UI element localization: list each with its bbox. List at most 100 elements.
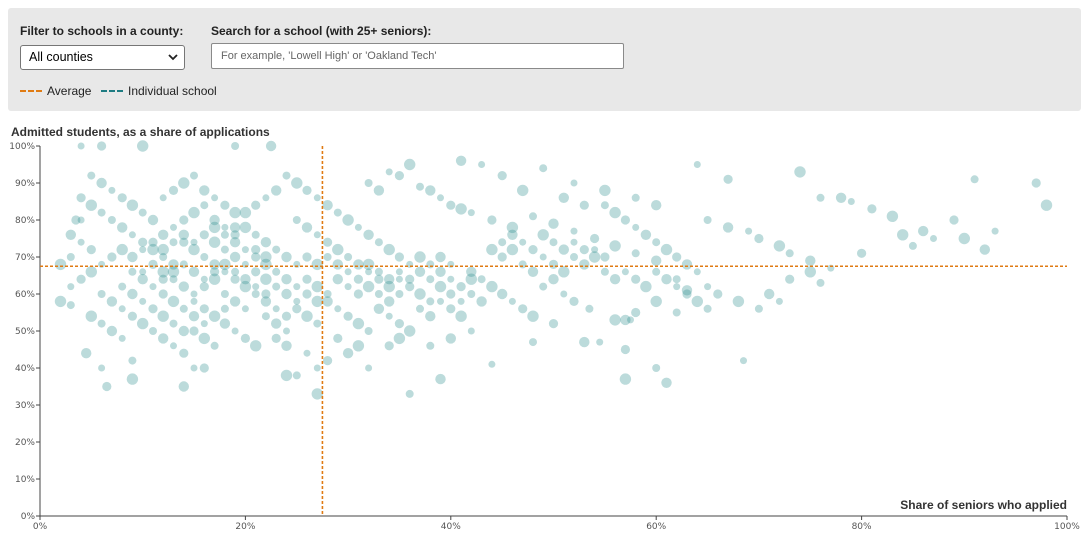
school-dot[interactable] [394,171,404,181]
school-dot[interactable] [292,304,302,314]
school-dot[interactable] [426,297,435,306]
school-dot[interactable] [600,267,609,276]
school-dot[interactable] [344,253,353,261]
school-dot[interactable] [558,266,570,278]
school-dot[interactable] [1040,199,1053,211]
school-dot[interactable] [230,230,240,240]
school-dot[interactable] [434,280,447,293]
school-dot[interactable] [148,304,158,314]
school-dot[interactable] [652,267,661,276]
school-dot[interactable] [323,253,332,261]
school-dot[interactable] [239,221,252,234]
school-dot[interactable] [137,317,149,330]
school-dot[interactable] [631,307,641,318]
school-dot[interactable] [139,246,147,254]
school-dot[interactable] [302,252,312,262]
school-dot[interactable] [693,268,701,276]
school-dot[interactable] [365,268,373,276]
school-dot[interactable] [169,275,178,284]
school-dot[interactable] [478,161,486,168]
school-dot[interactable] [313,231,321,239]
school-dot[interactable] [627,316,634,324]
school-dot[interactable] [251,200,261,210]
school-dot[interactable] [148,259,158,269]
school-dot[interactable] [816,278,825,287]
school-dot[interactable] [991,227,999,235]
school-dot[interactable] [805,255,816,266]
school-dot[interactable] [548,319,559,329]
school-dot[interactable] [302,289,312,299]
school-dot[interactable] [301,222,313,233]
school-dot[interactable] [199,185,210,196]
school-dot[interactable] [794,166,806,178]
school-dot[interactable] [979,244,990,255]
school-dot[interactable] [106,325,118,337]
school-dot[interactable] [539,164,548,173]
school-dot[interactable] [211,194,219,202]
school-dot[interactable] [383,280,395,293]
school-dot[interactable] [221,223,229,231]
school-dot[interactable] [785,249,794,258]
school-dot[interactable] [220,200,230,210]
school-dot[interactable] [446,289,456,299]
school-dot[interactable] [117,222,128,233]
school-dot[interactable] [168,185,179,195]
school-dot[interactable] [682,289,692,299]
school-dot[interactable] [332,243,344,256]
school-dot[interactable] [631,274,641,284]
school-dot[interactable] [251,290,260,298]
school-dot[interactable] [66,301,75,310]
school-dot[interactable] [476,296,487,307]
school-dot[interactable] [362,258,375,271]
school-dot[interactable] [311,258,323,271]
school-dot[interactable] [681,259,693,270]
school-dot[interactable] [210,267,220,277]
school-dot[interactable] [229,296,241,307]
school-dot[interactable] [384,274,395,285]
school-dot[interactable] [118,305,126,313]
school-dot[interactable] [650,295,662,308]
school-dot[interactable] [425,185,436,196]
school-dot[interactable] [539,253,547,261]
school-dot[interactable] [81,348,92,359]
school-dot[interactable] [395,275,403,283]
school-dot[interactable] [395,290,404,298]
school-dot[interactable] [405,389,414,398]
school-dot[interactable] [208,310,221,322]
school-dot[interactable] [591,246,599,254]
school-dot[interactable] [660,243,673,256]
school-dot[interactable] [189,326,199,336]
school-dot[interactable] [137,274,148,285]
school-dot[interactable] [260,237,272,248]
school-dot[interactable] [149,283,157,291]
school-dot[interactable] [467,209,475,217]
school-dot[interactable] [190,238,198,246]
school-dot[interactable] [414,266,426,277]
school-dot[interactable] [631,193,640,202]
school-dot[interactable] [251,230,260,239]
school-dot[interactable] [149,327,157,335]
school-dot[interactable] [332,259,343,270]
school-dot[interactable] [867,204,877,214]
school-dot[interactable] [97,141,107,151]
school-dot[interactable] [323,237,333,247]
school-dot[interactable] [200,201,209,210]
school-dot[interactable] [137,140,149,152]
school-dot[interactable] [918,225,929,237]
school-dot[interactable] [651,255,662,266]
school-dot[interactable] [560,290,568,298]
school-dot[interactable] [497,288,508,300]
school-dot[interactable] [282,171,291,180]
school-dot[interactable] [847,198,855,205]
school-dot[interactable] [322,296,333,307]
school-dot[interactable] [497,171,507,181]
school-dot[interactable] [128,356,137,365]
school-dot[interactable] [579,259,590,270]
school-dot[interactable] [362,280,375,293]
school-dot[interactable] [416,182,424,191]
school-dot[interactable] [231,327,239,335]
school-dot[interactable] [77,216,85,224]
school-dot[interactable] [159,253,168,261]
school-dot[interactable] [260,296,272,307]
school-dot[interactable] [108,186,116,194]
